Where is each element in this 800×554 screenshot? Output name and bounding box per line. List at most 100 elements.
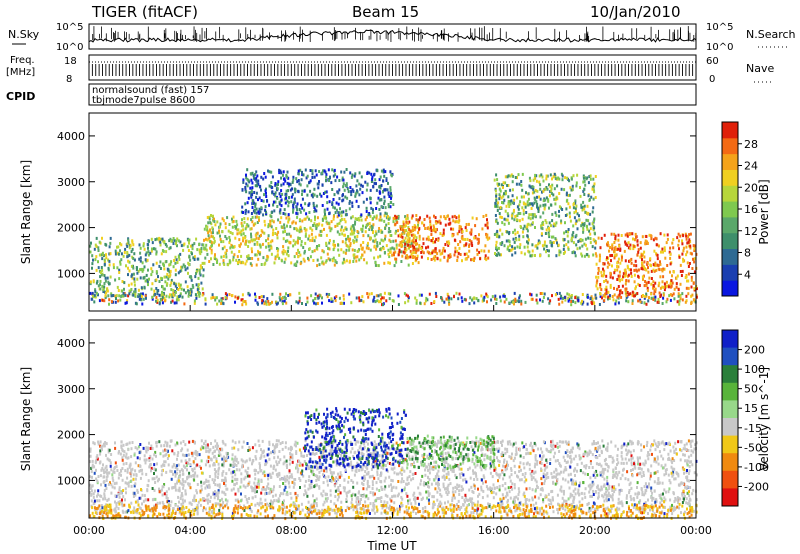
scatter-cell xyxy=(99,283,101,287)
scatter-cell xyxy=(503,192,505,196)
scatter-cell xyxy=(369,452,372,456)
scatter-cell xyxy=(266,199,269,203)
scatter-cell xyxy=(565,193,568,197)
scatter-cell xyxy=(468,466,471,470)
scatter-cell xyxy=(331,188,334,191)
scatter-cell xyxy=(278,171,281,175)
scatter-cell xyxy=(582,200,585,204)
scatter-cell xyxy=(297,248,299,252)
scatter-cell xyxy=(371,211,374,214)
scatter-cell xyxy=(188,254,191,258)
scatter-cell xyxy=(349,242,352,245)
scatter-cell xyxy=(576,212,579,216)
scatter-cell xyxy=(253,191,256,194)
scatter-cell xyxy=(288,232,291,236)
scatter-cell xyxy=(198,250,201,254)
scatter-cell xyxy=(586,211,588,215)
scatter-cell xyxy=(485,232,488,236)
scatter-cell xyxy=(274,255,277,259)
scatter-cell xyxy=(505,239,508,243)
scatter-cell xyxy=(247,466,250,470)
scatter-cell xyxy=(307,237,310,241)
scatter-cell xyxy=(374,238,377,242)
scatter-cell xyxy=(632,449,635,453)
scatter-cell xyxy=(301,193,303,196)
scatter-cell xyxy=(607,290,610,294)
scatter-cell xyxy=(282,503,285,507)
scatter-cell xyxy=(527,222,530,226)
scatter-cell xyxy=(682,259,685,263)
scatter-cell xyxy=(316,294,319,298)
scatter-cell xyxy=(133,280,136,284)
scatter-cell xyxy=(385,223,388,227)
scatter-cell xyxy=(119,500,122,503)
scatter-cell xyxy=(229,231,232,234)
scatter-cell xyxy=(330,471,333,475)
scatter-cell xyxy=(412,240,415,244)
scatter-cell xyxy=(458,230,461,234)
scatter-cell xyxy=(115,465,118,469)
scatter-cell xyxy=(320,233,323,237)
scatter-cell xyxy=(513,496,516,500)
scatter-cell xyxy=(308,180,311,184)
scatter-cell xyxy=(515,218,518,222)
scatter-cell xyxy=(341,232,344,236)
scatter-cell xyxy=(303,493,305,497)
scatter-cell xyxy=(467,222,470,226)
scatter-cell xyxy=(151,241,154,245)
scatter-cell xyxy=(493,178,496,182)
scatter-cell xyxy=(334,224,337,228)
scatter-cell xyxy=(99,271,102,274)
scatter-cell xyxy=(111,473,114,477)
scatter-cell xyxy=(318,222,321,226)
scatter-cell xyxy=(378,227,381,230)
scatter-cell xyxy=(427,481,430,485)
scatter-cell xyxy=(356,230,359,233)
scatter-cell xyxy=(268,203,271,207)
scatter-cell xyxy=(399,233,401,237)
scatter-cell xyxy=(574,487,577,491)
scatter-cell xyxy=(268,442,271,446)
scatter-cell xyxy=(328,200,331,204)
nsky-label: N.Sky xyxy=(8,28,40,41)
scatter-cell xyxy=(170,260,173,264)
scatter-cell xyxy=(462,237,465,241)
scatter-cell xyxy=(575,233,578,237)
scatter-cell xyxy=(428,227,431,231)
scatter-cell xyxy=(548,206,550,210)
scatter-cell xyxy=(206,216,209,219)
scatter-cell xyxy=(551,177,553,181)
scatter-cell xyxy=(415,214,418,217)
scatter-cell xyxy=(688,262,691,265)
scatter-cell xyxy=(215,257,218,261)
scatter-cell xyxy=(641,511,644,515)
scatter-cell xyxy=(289,234,292,238)
scatter-cell xyxy=(258,296,261,299)
scatter-cell xyxy=(220,299,223,303)
scatter-cell xyxy=(605,288,608,292)
scatter-cell xyxy=(667,473,670,477)
scatter-cell xyxy=(391,253,394,257)
scatter-cell xyxy=(154,292,157,296)
scatter-cell xyxy=(498,212,501,215)
scatter-cell xyxy=(138,294,141,298)
scatter-cell xyxy=(633,268,636,272)
scatter-cell xyxy=(559,296,562,300)
scatter-cell xyxy=(150,267,153,271)
scatter-cell xyxy=(190,290,193,294)
scatter-cell xyxy=(297,169,300,173)
scatter-cell xyxy=(442,443,445,447)
scatter-cell xyxy=(414,454,417,458)
scatter-cell xyxy=(177,288,180,291)
scatter-cell xyxy=(594,196,597,199)
scatter-cell xyxy=(642,294,644,297)
scatter-cell xyxy=(285,216,288,220)
scatter-cell xyxy=(509,188,512,192)
scatter-cell xyxy=(136,271,139,275)
scatter-cell xyxy=(575,219,578,223)
scatter-cell xyxy=(494,252,496,255)
scatter-cell xyxy=(510,248,513,252)
scatter-cell xyxy=(383,202,386,206)
scatter-cell xyxy=(142,268,145,272)
scatter-cell xyxy=(256,184,259,188)
